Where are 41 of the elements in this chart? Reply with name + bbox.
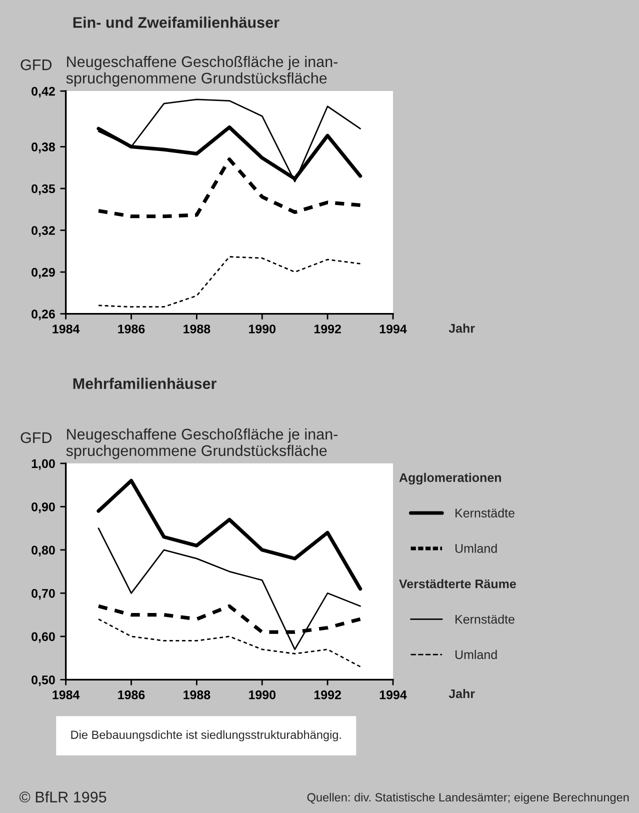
y-tick-label: 0,29 [32,268,55,279]
y-tick-label: 0,70 [32,588,55,600]
x-tick-label: 1994 [380,324,407,334]
chart-subtitle: Neugeschaffene Geschoßfläche je inan- spruchgenommene Grundstücksfläche [66,428,338,460]
y-tick-label: 0,90 [32,502,55,514]
y-tick-label: 1,00 [32,459,55,470]
text: © BfLR 1995 [19,791,106,802]
x-tick-label: 1988 [184,324,210,334]
y-tick-label: 0,60 [32,632,55,643]
text: Die Bebauungsdichte ist siedlungsstrukturabhängig. [71,730,341,742]
text: Agglomerationen [399,472,501,485]
chart-title: Ein- und Zweifamilienhäuser [73,16,280,28]
y-axis-title: GFD [20,59,52,70]
legend-label: Umland [455,650,497,660]
y-tick-label: 0,50 [32,675,55,686]
x-tick-label: 1986 [118,324,145,334]
x-tick-label: 1988 [184,690,210,700]
y-tick-label: 0,38 [32,142,56,154]
chart-subtitle: Neugeschaffene Geschoßfläche je inan- spruchgenommene Grundstücksfläche [66,56,338,87]
x-tick-label: 1984 [52,690,80,700]
y-tick-label: 0,42 [32,86,55,98]
source-note: Quellen: div. Statistische Landesämter; eigene Berechnungen [307,792,629,804]
y-tick-label: 0,32 [32,226,55,237]
legend-label: Kernstädte [456,508,514,518]
x-axis-title: Jahr [448,688,475,698]
legend-label: Umland [455,544,497,553]
x-axis-title: Jahr [448,324,475,333]
y-tick-label: 0,80 [32,546,55,556]
legend-label: Kernstädte [456,614,514,624]
x-tick-label: 1994 [380,690,407,700]
y-tick-label: 0,35 [32,184,56,195]
x-tick-label: 1990 [249,690,276,700]
x-tick-label: 1984 [52,324,80,334]
x-tick-label: 1992 [314,690,341,700]
text: Verstädterte Räume [399,579,516,588]
x-tick-label: 1990 [249,324,276,334]
y-axis-title: GFD [20,432,52,444]
x-tick-label: 1986 [118,690,145,700]
y-tick-label: 0,26 [32,310,55,320]
x-tick-label: 1992 [314,324,341,334]
chart-title: Mehrfamilienhäuser [73,378,216,390]
